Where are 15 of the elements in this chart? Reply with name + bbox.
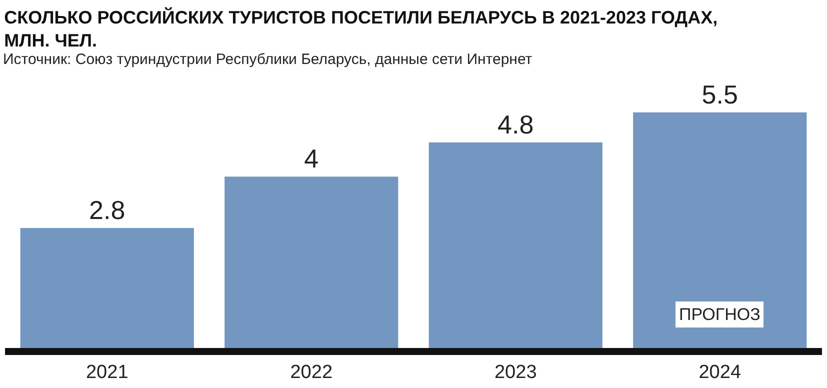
text: Источник: Союз туриндустрии Республики Беларусь, данные сети Интернет	[3, 51, 532, 68]
x-tick-label: 2022	[290, 362, 333, 383]
annotation: ПРОГНОЗ	[679, 305, 760, 324]
x-tick-label: 2023	[494, 362, 537, 383]
data-label: 5.5	[702, 79, 738, 110]
x-tick-label: 2024	[698, 362, 742, 383]
data-label: 4	[304, 144, 319, 174]
bar	[633, 112, 807, 348]
data-label: 2.8	[89, 195, 126, 226]
x-tick-label: 2021	[86, 362, 128, 383]
bar	[20, 228, 194, 348]
data-label: 4.8	[498, 109, 534, 140]
chart-title: СКОЛЬКО РОССИЙСКИХ ТУРИСТОВ ПОСЕТИЛИ БЕЛАРУСЬ В 2021-2023 ГОДАХ, МЛН. ЧЕЛ.	[4, 6, 718, 51]
bar	[428, 142, 602, 348]
bar	[224, 176, 398, 348]
